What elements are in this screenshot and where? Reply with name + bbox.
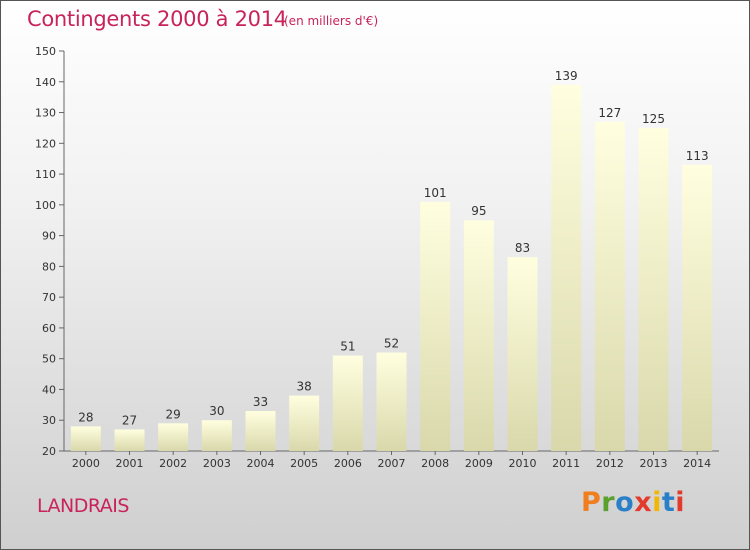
chart-title: Contingents 2000 à 2014: [27, 7, 287, 31]
y-tick-label: 130: [35, 107, 56, 120]
bar: [420, 201, 451, 451]
y-tick-label: 30: [42, 414, 56, 427]
x-tick-label: 2007: [378, 457, 406, 470]
x-tick-label: 2009: [465, 457, 493, 470]
chart-subtitle: (en milliers d'€): [284, 14, 379, 28]
x-tick-label: 2005: [290, 457, 318, 470]
x-tick-label: 2014: [683, 457, 711, 470]
y-tick-label: 120: [35, 137, 56, 150]
bar: [332, 355, 363, 451]
y-tick-label: 100: [35, 199, 56, 212]
x-tick-label: 2012: [596, 457, 624, 470]
x-tick-label: 2001: [116, 457, 144, 470]
labels: 28 2000 27 2001 29 2002 30 2003 33 2004 38 2005 51 20…: [72, 69, 711, 470]
bar: [289, 395, 320, 451]
y-tick-label: 150: [35, 45, 56, 58]
place-name: LANDRAIS: [37, 495, 129, 517]
bar: [70, 426, 101, 451]
bar: [114, 429, 145, 451]
data-label: 27: [122, 413, 137, 427]
x-tick-label: 2013: [640, 457, 668, 470]
data-label: 38: [297, 380, 312, 394]
data-label: 113: [686, 149, 709, 163]
bar: [594, 121, 625, 452]
y-tick-label: 20: [42, 445, 56, 458]
data-label: 127: [598, 106, 621, 120]
data-label: 83: [515, 241, 530, 255]
data-label: 52: [384, 337, 399, 351]
bar: [201, 420, 232, 451]
x-tick-label: 2002: [159, 457, 187, 470]
bars: [70, 84, 713, 452]
y-tick-label: 40: [42, 383, 56, 396]
proxiti-logo: Proxiti: [581, 487, 685, 518]
logo-letter: i: [675, 487, 686, 518]
bar: [638, 127, 669, 451]
data-label: 125: [642, 112, 665, 126]
y-tick-label: 50: [42, 353, 56, 366]
logo-letter: r: [601, 487, 616, 518]
logo-letter: i: [652, 487, 662, 518]
axes: 20 30 40 50 60 70 80 90 100 110 120 130 140 150: [35, 45, 719, 458]
bar: [245, 411, 276, 451]
data-label: 30: [209, 404, 224, 418]
bar: [507, 257, 538, 451]
logo-letter: t: [661, 487, 676, 518]
bar: [682, 164, 713, 451]
y-tick-label: 60: [42, 322, 56, 335]
data-label: 139: [555, 69, 578, 83]
x-tick-label: 2003: [203, 457, 231, 470]
data-label: 28: [78, 410, 93, 424]
data-label: 101: [424, 186, 447, 200]
y-tick-label: 80: [42, 260, 56, 273]
x-tick-label: 2008: [421, 457, 449, 470]
logo-letter: x: [634, 487, 653, 518]
x-tick-label: 2010: [509, 457, 537, 470]
x-tick-label: 2000: [72, 457, 100, 470]
data-label: 29: [166, 407, 181, 421]
data-label: 51: [340, 340, 355, 354]
y-tick-label: 140: [35, 76, 56, 89]
x-tick-label: 2011: [552, 457, 580, 470]
x-tick-label: 2006: [334, 457, 362, 470]
bar: [158, 423, 189, 451]
y-tick-label: 90: [42, 230, 56, 243]
bar: [376, 352, 407, 451]
data-label: 33: [253, 395, 268, 409]
logo-letter: P: [581, 487, 602, 518]
bar: [551, 84, 582, 451]
y-tick-label: 70: [42, 291, 56, 304]
y-tick-label: 110: [35, 168, 56, 181]
x-tick-label: 2004: [247, 457, 275, 470]
data-label: 95: [471, 204, 486, 218]
logo-letter: o: [615, 487, 635, 518]
bar: [463, 220, 494, 451]
